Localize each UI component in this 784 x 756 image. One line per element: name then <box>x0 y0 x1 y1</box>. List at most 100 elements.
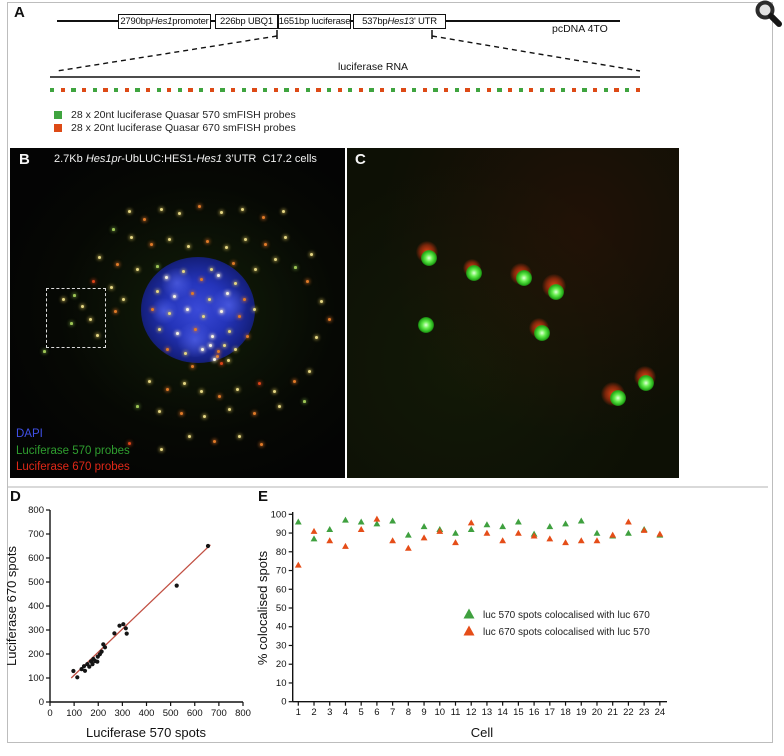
b-spot <box>165 276 169 280</box>
b-spot <box>320 300 323 303</box>
nucleus-blob <box>150 298 178 324</box>
y-tick-label: 10 <box>276 678 287 689</box>
expansion-dashed-left <box>56 35 278 72</box>
probe-dot-red <box>358 88 364 93</box>
construct-box-2: 1651bp luciferase <box>278 14 351 29</box>
b-spot <box>217 274 221 278</box>
b-spot <box>284 236 287 239</box>
b-spot <box>328 318 331 321</box>
b-spot <box>150 243 153 246</box>
x-tick-label: 24 <box>655 707 666 718</box>
probe-dot-red <box>124 88 129 93</box>
magnifier-handle <box>768 13 782 27</box>
c-spot-green-core <box>534 325 550 341</box>
b-spot <box>156 265 159 268</box>
probe-legend-text: 28 x 20nt luciferase Quasar 670 smFISH p… <box>71 122 296 134</box>
b-spot <box>310 253 313 256</box>
data-point <box>117 623 122 628</box>
x-axis-label: Luciferase 570 spots <box>86 725 206 740</box>
x-tick-label: 8 <box>406 707 411 718</box>
probe-dot-red <box>167 88 172 93</box>
probe-dot-green <box>475 88 481 93</box>
data-point-red <box>467 519 475 526</box>
expansion-dashed-right <box>431 35 641 72</box>
c-spot-green-core <box>516 270 532 286</box>
zoom-icon[interactable] <box>751 0 784 30</box>
text-segment: 1651bp luciferase <box>278 16 351 27</box>
data-point <box>112 631 117 636</box>
b-spot <box>186 308 190 312</box>
probe-dot-red <box>401 88 406 93</box>
data-point <box>102 645 108 650</box>
data-point-red <box>436 527 444 534</box>
b-spot <box>114 310 117 313</box>
b-spot <box>278 405 281 408</box>
b-spot <box>213 440 216 443</box>
b-spot <box>96 334 99 337</box>
text-segment: -UbLUC:HES1- <box>121 153 197 165</box>
probe-dot-green <box>50 88 55 93</box>
probe-dot-red <box>507 88 513 93</box>
b-spot <box>254 268 257 271</box>
data-point-green <box>577 517 585 524</box>
b-spot <box>201 348 205 352</box>
probe-dot-green <box>241 88 247 93</box>
x-tick-label: 18 <box>560 707 571 718</box>
b-spot <box>92 280 95 283</box>
b-spot <box>183 382 186 385</box>
b-spot <box>160 448 163 451</box>
probe-dot-red <box>103 88 108 93</box>
text-segment: Hes1pr <box>85 153 122 165</box>
b-spot <box>273 390 276 393</box>
b-spot <box>228 408 231 411</box>
probe-dot-red <box>571 88 577 93</box>
y-tick-label: 500 <box>28 577 44 588</box>
x-tick-label: 14 <box>497 707 508 718</box>
data-point <box>123 626 128 631</box>
y-tick-label: 0 <box>281 697 286 708</box>
y-tick-label: 100 <box>271 509 287 520</box>
y-tick-label: 60 <box>276 584 287 595</box>
data-point-red <box>483 529 491 536</box>
probe-dot-red <box>380 88 385 93</box>
b-spot <box>264 243 267 246</box>
c-spot-green-core <box>421 250 437 266</box>
data-point-red <box>420 534 428 541</box>
b-spot <box>206 240 209 243</box>
b-spot <box>89 318 92 321</box>
x-tick-label: 12 <box>466 707 477 718</box>
b-spot <box>262 216 265 219</box>
probe-dot-red <box>60 88 65 93</box>
b-spot <box>226 292 230 296</box>
b-spot <box>274 258 277 261</box>
b-spot <box>173 295 177 299</box>
data-point-red <box>326 537 334 544</box>
probe-dot-green <box>561 88 566 93</box>
panel-e-label: E <box>258 488 268 505</box>
roi-dashed-box <box>46 288 106 348</box>
probe-dot-green <box>92 88 97 93</box>
data-point-green <box>404 531 412 538</box>
x-tick-label: 10 <box>434 707 445 718</box>
y-axis-label: Luciferase 670 spots <box>4 546 19 666</box>
probe-dot-red <box>486 88 491 93</box>
b-spot <box>168 312 171 315</box>
x-tick-label: 20 <box>592 707 603 718</box>
x-tick-label: 13 <box>482 707 493 718</box>
data-point <box>205 543 211 549</box>
data-point-red <box>514 529 522 536</box>
b-spot <box>200 390 203 393</box>
c-spot-green-core <box>610 390 626 406</box>
b-spot <box>160 208 163 211</box>
b-spot <box>200 278 203 281</box>
probe-dot-green <box>305 88 310 93</box>
probe-legend-swatch <box>54 110 62 119</box>
y-tick-label: 100 <box>28 673 44 684</box>
data-point-green <box>546 523 554 530</box>
probe-dot-green <box>348 88 353 93</box>
panel-separator-line <box>8 486 768 488</box>
probe-dot-green <box>113 88 119 93</box>
x-tick-label: 21 <box>607 707 618 718</box>
